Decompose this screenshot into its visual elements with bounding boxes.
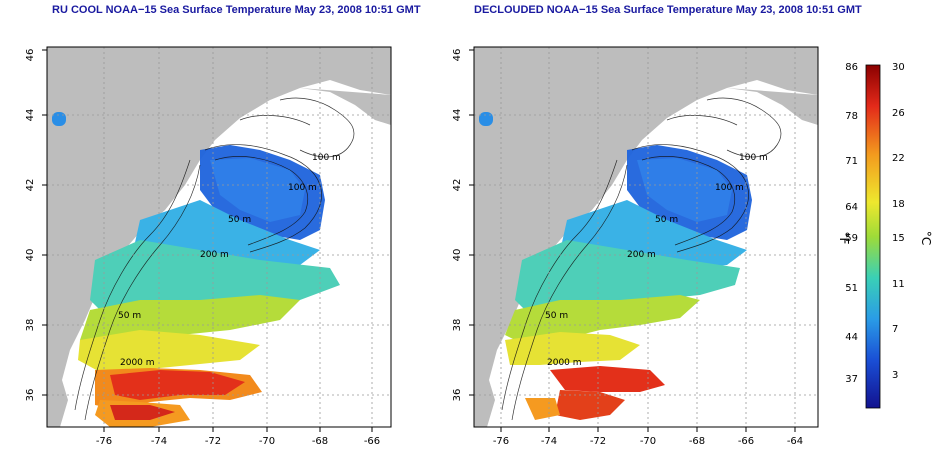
contour-label: 50 m — [655, 215, 678, 225]
y-tick-label: 38 — [25, 319, 36, 332]
left-y-axis: 36 38 40 42 44 46 — [25, 49, 47, 402]
y-tick-label: 40 — [452, 249, 463, 262]
colorbar-c-tick: 26 — [892, 108, 905, 119]
colorbar-f-tick: 59 — [845, 233, 858, 244]
x-tick-label: -74 — [541, 436, 557, 447]
colorbar: 86 78 71 64 59 51 44 37 30 26 22 18 15 1… — [837, 62, 933, 409]
colorbar-c-tick: 11 — [892, 279, 905, 290]
x-tick-label: -76 — [493, 436, 509, 447]
colorbar-f-tick: 51 — [845, 283, 858, 294]
left-x-axis: -76 -74 -72 -70 -68 -66 — [96, 427, 380, 447]
y-tick-label: 44 — [452, 109, 463, 122]
contour-label: 200 m — [627, 250, 656, 260]
x-tick-label: -70 — [640, 436, 656, 447]
land-mass — [47, 47, 391, 427]
right-map-title: DECLOUDED NOAA−15 Sea Surface Temperatur… — [474, 4, 862, 16]
colorbar-c-tick: 18 — [892, 199, 905, 210]
x-tick-label: -64 — [787, 436, 803, 447]
y-tick-label: 46 — [452, 49, 463, 62]
right-x-axis: -76 -74 -72 -70 -68 -66 -64 — [493, 427, 803, 447]
contour-label: 100 m — [715, 183, 744, 193]
left-map-area: 100 m 100 m 50 m 200 m 50 m 2000 m — [47, 47, 391, 427]
right-y-axis: 36 38 40 42 44 46 — [452, 49, 474, 402]
colorbar-c-label: °C — [919, 231, 933, 245]
colorbar-c-tick: 3 — [892, 370, 898, 381]
contour-label: 50 m — [545, 311, 568, 321]
colorbar-f-tick: 71 — [845, 156, 858, 167]
x-tick-label: -72 — [590, 436, 606, 447]
y-tick-label: 40 — [25, 249, 36, 262]
y-tick-label: 36 — [452, 389, 463, 402]
y-tick-label: 44 — [25, 109, 36, 122]
land-mass — [474, 47, 818, 427]
colorbar-c-tick: 22 — [892, 153, 905, 164]
y-tick-label: 36 — [25, 389, 36, 402]
contour-label: 50 m — [228, 215, 251, 225]
colorbar-f-tick: 78 — [845, 111, 858, 122]
colorbar-c-tick: 15 — [892, 233, 905, 244]
colorbar-f-tick: 44 — [845, 332, 858, 343]
contour-label: 100 m — [739, 153, 768, 163]
y-tick-label: 38 — [452, 319, 463, 332]
contour-label: 100 m — [288, 183, 317, 193]
colorbar-f-tick: 64 — [845, 202, 858, 213]
x-tick-label: -68 — [689, 436, 705, 447]
contour-label: 50 m — [118, 311, 141, 321]
contour-label: 200 m — [200, 250, 229, 260]
colorbar-c-tick: 7 — [892, 324, 898, 335]
x-tick-label: -70 — [259, 436, 275, 447]
y-tick-label: 42 — [452, 179, 463, 192]
left-map-title: RU COOL NOAA−15 Sea Surface Temperature … — [52, 4, 421, 16]
contour-label: 2000 m — [120, 358, 155, 368]
x-tick-label: -76 — [96, 436, 112, 447]
x-tick-label: -68 — [312, 436, 328, 447]
right-map-area: 100 m 100 m 50 m 200 m 50 m 2000 m — [474, 47, 818, 427]
colorbar-c-tick: 30 — [892, 62, 905, 73]
x-tick-label: -72 — [205, 436, 221, 447]
contour-label: 2000 m — [547, 358, 582, 368]
y-tick-label: 46 — [25, 49, 36, 62]
y-tick-label: 42 — [25, 179, 36, 192]
colorbar-f-tick: 86 — [845, 62, 858, 73]
contour-label: 100 m — [312, 153, 341, 163]
colorbar-f-label: °F — [837, 232, 851, 245]
colorbar-f-tick: 37 — [845, 374, 858, 385]
x-tick-label: -66 — [738, 436, 754, 447]
x-tick-label: -74 — [151, 436, 167, 447]
x-tick-label: -66 — [364, 436, 380, 447]
